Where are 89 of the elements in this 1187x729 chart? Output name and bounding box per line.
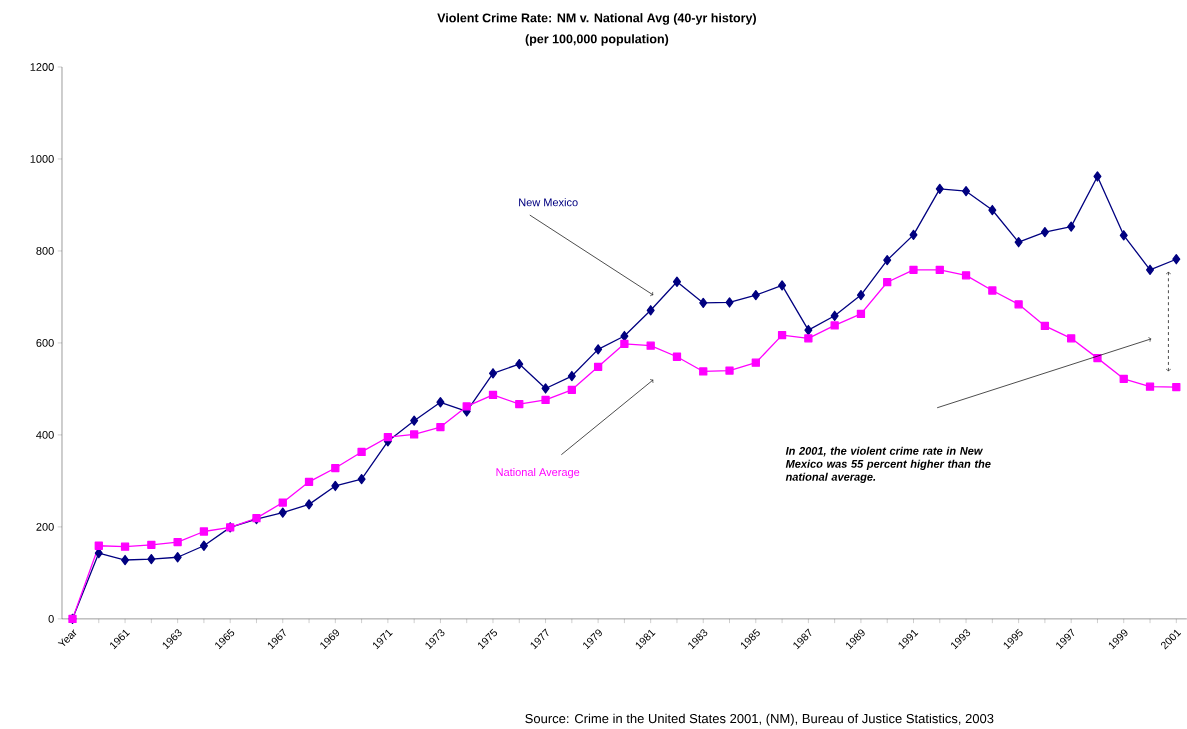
point (777, 330, 787, 340)
y-tick-label: 1200 (30, 63, 54, 71)
point (988, 286, 997, 295)
point (147, 553, 156, 565)
point (725, 366, 734, 375)
point (541, 383, 550, 394)
point (304, 477, 314, 486)
point (883, 254, 892, 266)
point (672, 276, 681, 287)
y-tick-label: 0 (48, 614, 54, 623)
point (751, 358, 760, 367)
point (935, 183, 944, 194)
point (909, 265, 918, 274)
point (699, 367, 708, 376)
point (1146, 264, 1155, 275)
point (488, 368, 498, 379)
point (1172, 254, 1181, 265)
point (935, 265, 944, 274)
point (593, 362, 603, 371)
y-tick-label: 200 (36, 522, 54, 531)
point (883, 278, 892, 287)
point (305, 499, 314, 510)
point (804, 334, 813, 343)
point (410, 430, 419, 439)
y-tick-label: 600 (36, 339, 54, 347)
point (1119, 230, 1128, 241)
point (357, 447, 366, 457)
point (488, 390, 498, 400)
source-note: Source: Crime in the United States 2001, (NM), Bureau of Justice Statistics, 2003 (525, 713, 994, 726)
point (856, 309, 866, 319)
point (357, 473, 366, 485)
point (1014, 300, 1023, 309)
point (646, 305, 655, 316)
point (1040, 226, 1049, 238)
point (1145, 382, 1155, 391)
point (672, 352, 682, 361)
point (121, 554, 130, 566)
point (699, 297, 708, 309)
y-tick-label: 800 (36, 247, 54, 255)
point (436, 422, 445, 432)
x-tick-label: Year (57, 629, 77, 647)
point (173, 537, 182, 547)
point (462, 402, 471, 411)
point (594, 344, 603, 355)
point (541, 395, 550, 405)
point (962, 185, 971, 197)
point (567, 385, 576, 394)
point (383, 433, 393, 442)
point (1172, 382, 1181, 392)
point (331, 480, 340, 492)
point (278, 498, 287, 507)
y-tick-label: 400 (36, 430, 54, 439)
point (778, 280, 787, 291)
point (199, 540, 208, 551)
point (331, 463, 340, 473)
point (1093, 171, 1102, 182)
point (410, 415, 419, 426)
chart-subtitle: (per 100,000 population) (525, 34, 669, 46)
point (567, 370, 576, 382)
point (515, 399, 524, 409)
chart-title: Violent Crime Rate: NM v. National Avg (40-yr history) (437, 13, 756, 25)
point (620, 339, 629, 348)
point (1067, 221, 1076, 232)
point (961, 271, 971, 280)
point (515, 358, 524, 370)
point (856, 289, 865, 301)
point (751, 289, 760, 301)
point (646, 341, 655, 350)
annotation: In 2001, the violent crime rate in New Mexico was 55 percent higher than the national average. (785, 446, 991, 483)
point (830, 310, 839, 321)
y-tick-label: 1000 (30, 155, 54, 163)
point (725, 297, 734, 308)
point (830, 321, 839, 330)
point (278, 507, 287, 518)
text: New Mexico (519, 198, 578, 207)
point (199, 527, 209, 536)
point (1119, 374, 1128, 383)
point (1014, 237, 1023, 248)
point (120, 542, 130, 551)
point (1040, 321, 1050, 331)
point (909, 229, 918, 240)
point (147, 540, 156, 549)
point (804, 324, 813, 336)
point (1067, 334, 1076, 343)
point (436, 397, 445, 408)
point (988, 204, 997, 216)
text: National Average (496, 467, 580, 479)
point (173, 552, 182, 563)
point (94, 541, 103, 550)
